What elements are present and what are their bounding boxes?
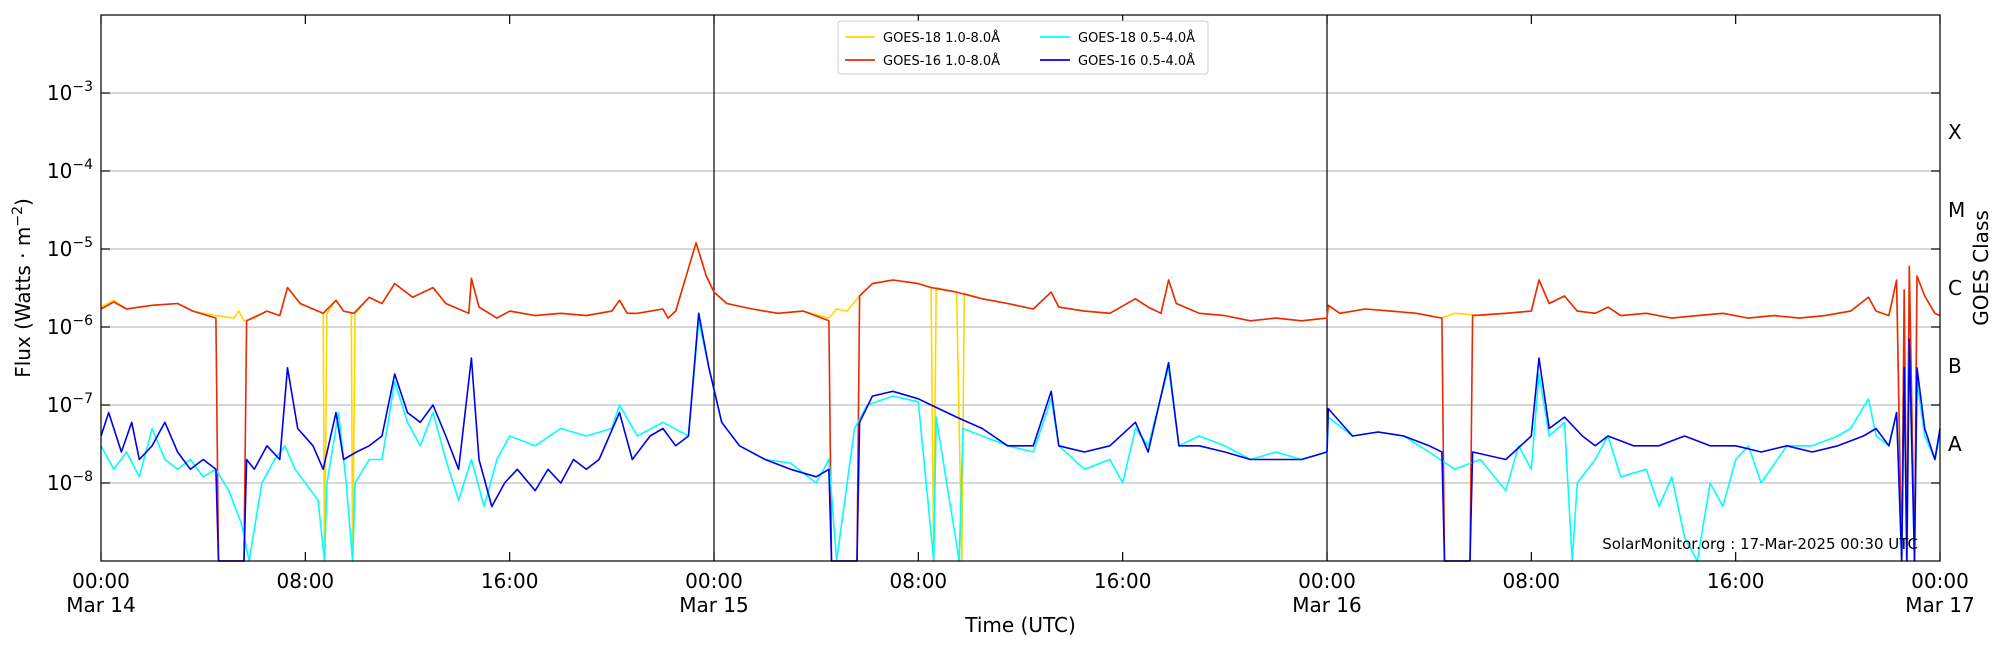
legend-label: GOES-16 1.0-8.0Å (883, 53, 1000, 69)
credit-text: SolarMonitor.org : 17-Mar-2025 00:30 UTC (1602, 535, 1918, 553)
goes-class-labels: A B C M X (1948, 120, 1965, 456)
legend-label: GOES-18 0.5-4.0Å (1078, 30, 1195, 46)
y-tick-label: 10−6 (47, 313, 93, 339)
goes-class-a: A (1948, 432, 1962, 456)
x-tick-label-date: Mar 16 (1292, 593, 1362, 617)
y-axis-title-main: Flux (Watts · m (11, 227, 35, 378)
y-axis-title-exponent: −2 (10, 206, 26, 227)
y-tick-label: 10−8 (47, 469, 93, 495)
plot-frame (100, 14, 1941, 562)
goes-class-b: B (1948, 354, 1962, 378)
x-tick-label-time: 00:00 (1911, 569, 1969, 593)
y-axis-ticks: 10−8 10−7 10−6 10−5 10−4 10−3 (47, 79, 1940, 495)
x-tick-label-time: 16:00 (481, 569, 539, 593)
x-tick-label-time: 00:00 (1298, 569, 1356, 593)
y-tick-label: 10−4 (47, 157, 93, 183)
legend-label: GOES-18 1.0-8.0Å (883, 30, 1000, 46)
day-boundary-lines (713, 15, 1328, 561)
legend-label: GOES-16 0.5-4.0Å (1078, 53, 1195, 69)
y-tick-label: 10−5 (47, 235, 93, 261)
legend: GOES-18 1.0-8.0Å GOES-16 1.0-8.0Å GOES-18 … (837, 20, 1209, 75)
legend-box (837, 20, 1209, 75)
series-lines (100, 242, 1941, 562)
x-tick-label-time: 00:00 (685, 569, 743, 593)
goes-class-axis-title: GOES Class (1969, 210, 1993, 326)
y-tick-label: 10−7 (47, 391, 93, 417)
y-tick-label: 10−3 (47, 79, 93, 105)
goes-class-x: X (1948, 120, 1962, 144)
x-tick-label-date: Mar 14 (66, 593, 136, 617)
y-axis-title-end: ) (11, 198, 35, 206)
x-tick-label-time: 08:00 (890, 569, 948, 593)
series-line-4 (100, 312, 1941, 562)
x-tick-label-time: 08:00 (1503, 569, 1561, 593)
y-axis-title: Flux (Watts · m−2) (10, 198, 35, 378)
x-tick-label-time: 08:00 (277, 569, 335, 593)
goes-class-c: C (1948, 276, 1962, 300)
goes-class-m: M (1948, 198, 1965, 222)
series-line-1 (100, 242, 1941, 562)
grid-lines (101, 92, 1940, 484)
x-tick-label-time: 16:00 (1094, 569, 1152, 593)
series-line-3 (100, 319, 1941, 562)
series-line-2 (100, 242, 1941, 562)
x-tick-label-date: Mar 17 (1905, 593, 1975, 617)
x-axis-title: Time (UTC) (964, 613, 1076, 637)
x-tick-label-time: 00:00 (72, 569, 130, 593)
x-tick-label-date: Mar 15 (679, 593, 749, 617)
x-tick-label-time: 16:00 (1707, 569, 1765, 593)
